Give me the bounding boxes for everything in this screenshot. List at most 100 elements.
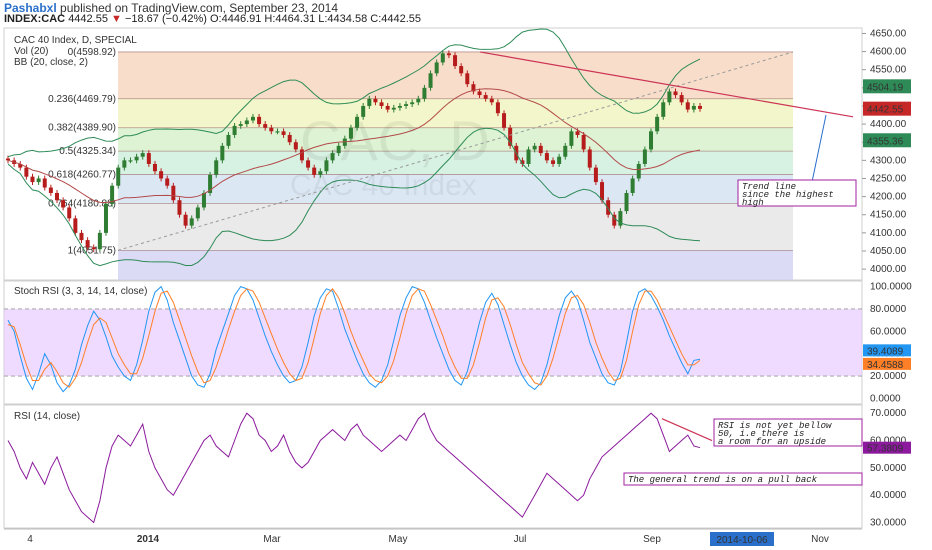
candle-body [526,149,531,164]
stoch-badge-label: 39.4089 [867,346,904,357]
candle-body [122,160,127,168]
candle-body [152,163,157,172]
quote-line: INDEX:CAC 4442.55 ▼ −18.67 (−0.42%) O:44… [4,13,421,25]
candle-body [91,247,96,250]
candle-body [177,200,182,215]
publish-text: published on TradingView.com, September … [60,1,339,15]
pullback-note-text: The general trend is on a pull back [628,475,818,485]
candle-body [477,91,482,96]
rsi-tick-label: 30.0000 [870,518,907,529]
candle-body [330,153,335,161]
candle-body [667,91,672,103]
candle-body [587,149,592,168]
candle-body [281,131,286,135]
fib-band [118,151,793,175]
candle-body [238,124,243,126]
candle-body [134,156,139,161]
candle-body [483,95,488,99]
stoch-title: Stoch RSI (3, 3, 14, 14, close) [14,286,147,297]
candle-body [569,131,574,146]
candle-body [306,160,311,168]
rsi-tick-label: 70.0000 [870,408,907,419]
fib-band [118,250,793,280]
stoch-tick-label: 80.0000 [870,304,907,315]
candle-body [391,107,396,110]
candle-body [24,167,29,177]
candle-body [459,66,464,74]
price-tick-label: 4600.00 [870,47,907,58]
candle-body [495,102,500,114]
candle-body [165,178,170,186]
rsi-note-box [713,418,863,447]
price-tick-label: 4000.00 [870,264,907,275]
candle-body [159,171,164,179]
candle-body [73,218,78,233]
candle-body [48,187,53,193]
x-tick-label: May [389,534,408,545]
stoch-tick-label: 60.0000 [870,326,907,337]
price-badge [863,101,911,116]
candle-body [538,145,543,154]
candle-body [624,192,629,212]
legend-vol: Vol (20) [14,46,48,57]
fib-level-label: 0.382(4389.90) [48,123,116,134]
candle-body [373,98,378,103]
fib-level-label: 0.5(4325.34) [59,146,116,157]
stoch-badge [863,344,911,357]
candle-body [226,134,231,146]
candle-body [679,95,684,103]
candle-body [18,163,23,168]
resistance-trend-line [479,51,854,118]
candle-body [324,160,329,172]
candle-body [649,131,654,150]
candle-body [563,145,568,157]
author-link[interactable]: Pashabxl [4,1,57,15]
stoch-tick-label: 100.0000 [870,282,912,293]
low-value: L:4434.58 [318,13,368,25]
candle-body [61,200,66,208]
candle-body [575,131,580,135]
x-tick-label: 4 [27,534,33,545]
candle-body [636,163,641,179]
candle-body [110,185,115,204]
candle-body [348,127,353,139]
candle-body [103,203,108,233]
candle-body [673,91,678,96]
fib-band [118,174,793,204]
candle-body [612,214,617,226]
candle-body [263,124,268,128]
candle-body [471,84,476,92]
price-tick-label: 4050.00 [870,246,907,257]
bb-basis-line [7,88,701,204]
x-tick-label: Nov [811,534,829,545]
candle-body [520,160,525,164]
candle-body [244,120,249,125]
candle-body [551,160,556,164]
candle-body [642,149,647,164]
candle-body [220,145,225,161]
rsi-tick-label: 40.0000 [870,490,907,501]
candle-body [140,153,145,157]
down-arrow-icon: ▼ [111,13,122,25]
candle-body [606,200,611,215]
trend-note-text: since the highest [742,190,834,200]
candle-body [336,145,341,154]
candle-body [287,134,292,143]
price-badge-label: 4442.55 [867,105,904,116]
candle-body [146,153,151,164]
price-tick-label: 4300.00 [870,155,907,166]
candle-body [532,145,537,150]
candle-body [361,105,366,117]
rsi-badge [863,441,911,454]
candle-body [367,98,372,106]
candle-body [453,55,458,67]
rsi-note-text: RSI is not yet bellow [718,421,832,431]
fib-level-label: 0.236(4469.79) [48,94,116,105]
candle-body [655,116,660,132]
candle-body [355,116,360,128]
candle-body [67,207,72,219]
rsi-tick-label: 50.0000 [870,463,907,474]
stoch-band [4,308,862,377]
fib-level-label: 0.618(4260.77) [48,170,116,181]
